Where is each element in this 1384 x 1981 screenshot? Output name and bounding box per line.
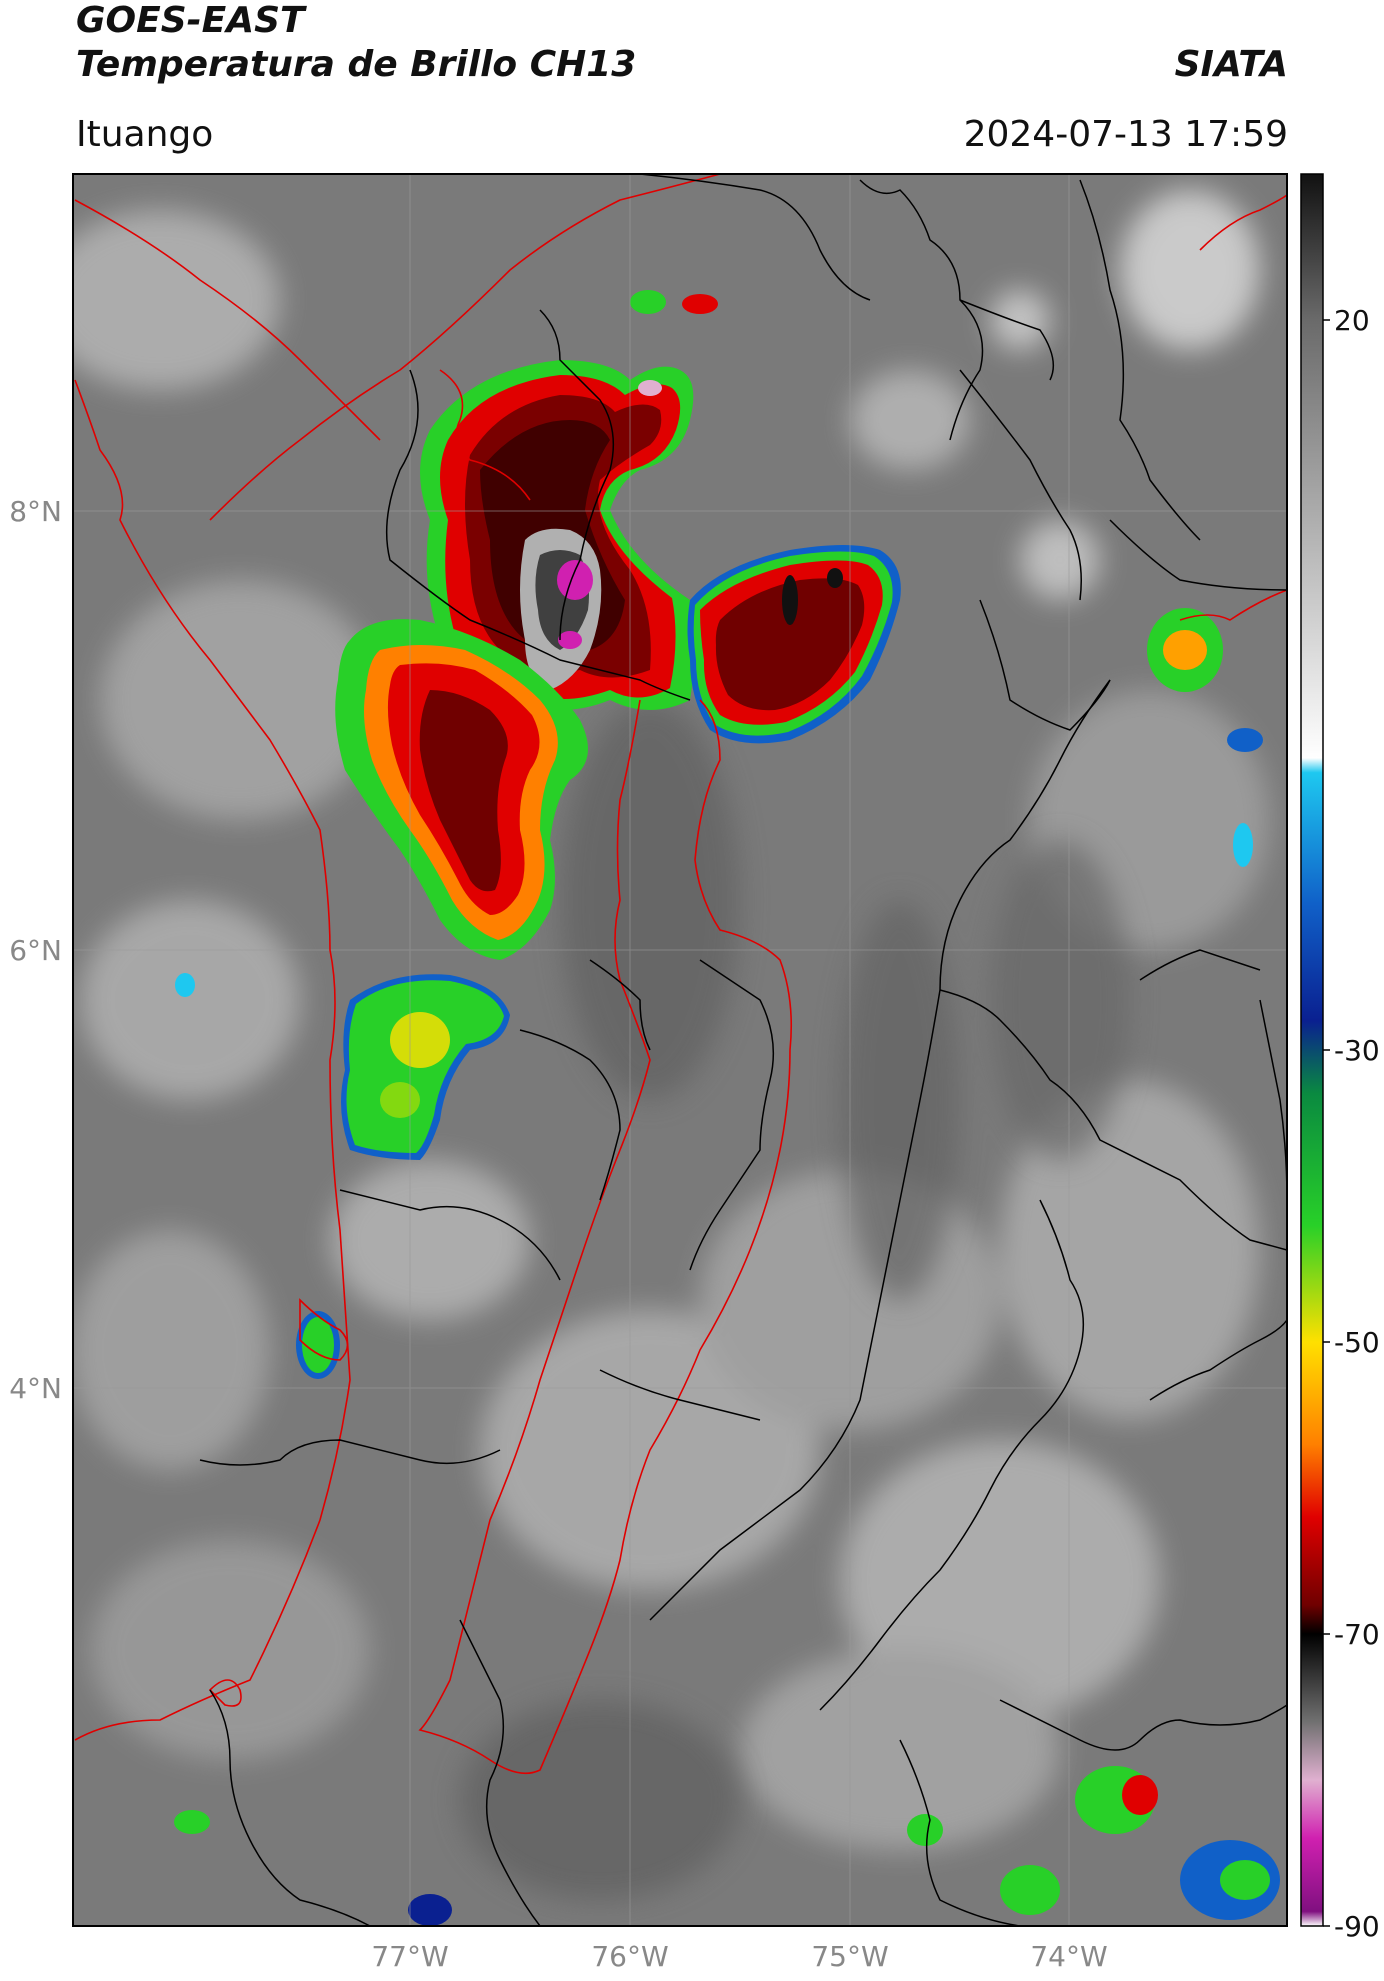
lat-tick-label: 6°N bbox=[9, 934, 62, 967]
colorbar-tick-label: 20 bbox=[1334, 304, 1370, 337]
small-cells bbox=[174, 290, 1280, 1926]
storm-cell-north bbox=[420, 360, 695, 710]
red-borders bbox=[74, 174, 1287, 1775]
datetime-label: 2024-07-13 17:59 bbox=[963, 114, 1288, 155]
lat-tick-label: 8°N bbox=[9, 495, 62, 528]
colorbar-tick-label: -90 bbox=[1334, 1910, 1380, 1943]
lon-tick-label: 74°W bbox=[1030, 1940, 1107, 1973]
lon-tick-label: 75°W bbox=[811, 1940, 888, 1973]
storm-cell-southwest bbox=[335, 619, 588, 960]
lat-tick-labels: 8°N 6°N 4°N bbox=[9, 495, 62, 1405]
storm-cells bbox=[174, 290, 1280, 1926]
brand-label: SIATA bbox=[1174, 44, 1288, 85]
lon-tick-label: 76°W bbox=[591, 1940, 668, 1973]
colorbar-ticks: 20 -30 -50 -70 -90 bbox=[1323, 304, 1380, 1943]
colorbar-scale bbox=[1300, 173, 1324, 1927]
map-area bbox=[73, 174, 1287, 1926]
dark-valleys bbox=[460, 700, 1130, 1900]
storm-cell-east bbox=[687, 545, 901, 744]
map-frame bbox=[72, 173, 1288, 1927]
lon-tick-labels: 77°W 76°W 75°W 74°W bbox=[371, 1940, 1107, 1973]
colorbar: 20 -30 -50 -70 -90 bbox=[1300, 173, 1380, 1943]
colorbar-tick-label: -50 bbox=[1334, 1326, 1380, 1359]
location-label: Ituango bbox=[76, 114, 214, 155]
colorbar-tick-label: -30 bbox=[1334, 1034, 1380, 1067]
lat-tick-label: 4°N bbox=[9, 1372, 62, 1405]
lon-tick-label: 77°W bbox=[371, 1940, 448, 1973]
black-borders bbox=[199, 174, 1287, 1926]
product-title: Temperatura de Brillo CH13 bbox=[76, 44, 637, 85]
colorbar-tick-label: -70 bbox=[1334, 1618, 1380, 1651]
graticule bbox=[73, 174, 1287, 1926]
satellite-title: GOES-EAST bbox=[76, 0, 305, 41]
